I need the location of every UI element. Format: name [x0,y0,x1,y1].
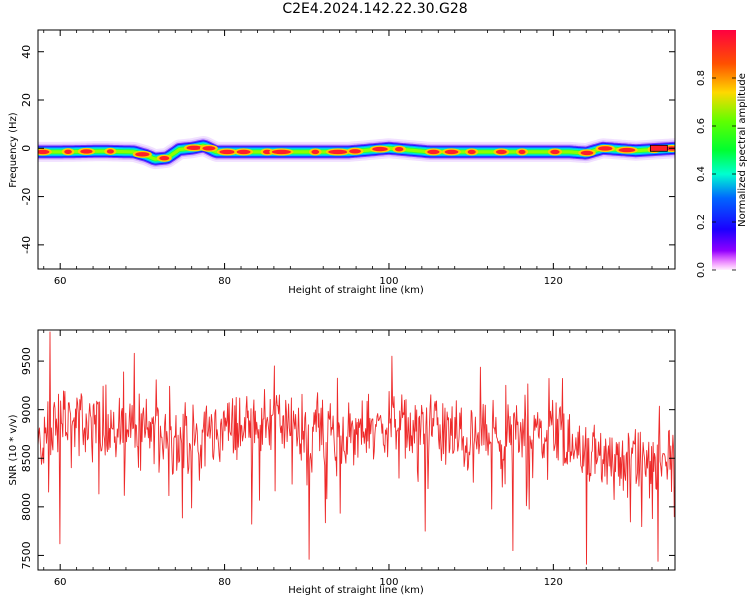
snr-xtick-label: 60 [54,577,67,588]
snr-plot-area [38,330,675,570]
snr-ytick-label: 8500 [20,444,33,472]
ridge-peak [550,149,560,155]
spectrogram-ytick-label: 20 [20,93,33,107]
spectrogram-xtick-label: 120 [544,276,563,287]
ridge-peak [427,149,440,155]
colorbar-tick-label: 0.0 [696,262,707,278]
ridge-peak [159,156,170,161]
ridge-peak [597,146,613,151]
spectrogram-xtick-label: 80 [218,276,231,287]
snr-y-label: SNR (10 * v/v) [8,414,19,485]
ridge-peak [80,149,93,154]
spectrogram-panel: 60 80 100 120 -40 -20 0 20 40 Height of straigh… [8,29,676,296]
snr-xtick-label: 120 [544,577,563,588]
colorbar-tick-label: 0.8 [696,70,707,86]
snr-x-axis: 60 80 100 120 [43,330,669,588]
ridge-peak [135,152,150,157]
ridge-peak [349,149,362,154]
ridge-peak [580,150,594,156]
ridge-peak [202,146,216,151]
snr-ytick-label: 8000 [20,493,33,521]
spectrogram-ytick-label: -20 [20,188,33,206]
colorbar-tick-label: 0.2 [696,214,707,230]
ridge-peak [311,149,320,155]
colorbar-label: Normalized spectral amplitude [737,73,748,227]
ridge-peak [236,149,251,155]
ridge-peak [262,149,272,155]
ridge-peak [328,149,348,155]
spectrogram-x-axis: 60 80 100 120 [43,30,669,287]
colorbar-gradient [712,30,736,270]
spectrogram-ytick-label: 40 [20,45,33,59]
spectrogram-y-label: Frequency (Hz) [8,112,19,188]
colorbar-tick-label: 0.6 [696,118,707,134]
ridge-peak [495,149,507,155]
ridge-end-peak [649,144,668,152]
ridge-peak [444,149,459,155]
snr-ytick-label: 9500 [20,347,33,375]
ridge-peak [467,149,476,155]
ridge-peak [186,145,202,151]
snr-ytick-label: 7500 [20,541,33,569]
ridge-peak [106,149,114,154]
spectrogram-ytick-label: 0 [20,145,33,152]
snr-ytick-label: 9000 [20,396,33,424]
spectrogram-frame [37,29,676,270]
figure-title: C2E4.2024.142.22.30.G28 [282,1,468,17]
snr-xtick-label: 80 [218,577,231,588]
snr-series-line [38,331,675,565]
ridge-peak [618,147,636,153]
spectrogram-y-axis: -40 -20 0 20 40 [20,45,675,254]
ridge-peak [64,149,72,154]
snr-frame [37,329,676,571]
spectrogram-ytick-label: -40 [20,236,33,254]
ridge-peak [38,149,50,155]
spectrogram-xtick-label: 100 [379,276,398,287]
colorbar-ticks: 0.0 0.2 0.4 0.6 0.8 [696,70,736,278]
colorbar: 0.0 0.2 0.4 0.6 0.8 Normalized spectral ampl… [696,30,748,278]
spectrogram-x-label: Height of straight line (km) [288,285,424,296]
colorbar-tick-label: 0.4 [696,166,707,182]
ridge-peak [372,146,388,152]
spectrogram-ridge [38,136,675,170]
spectrogram-xtick-label: 60 [54,276,67,287]
snr-xtick-label: 100 [379,577,398,588]
ridge-peak [271,149,291,155]
snr-y-axis: 7500 8000 8500 9000 9500 [20,347,675,569]
ridge-peak [219,149,235,155]
snr-x-label: Height of straight line (km) [288,585,424,596]
snr-panel: 60 80 100 120 7500 8000 8500 9000 9500 Height o… [8,329,676,596]
ridge-peak [394,146,404,152]
ridge-peak [518,149,526,155]
